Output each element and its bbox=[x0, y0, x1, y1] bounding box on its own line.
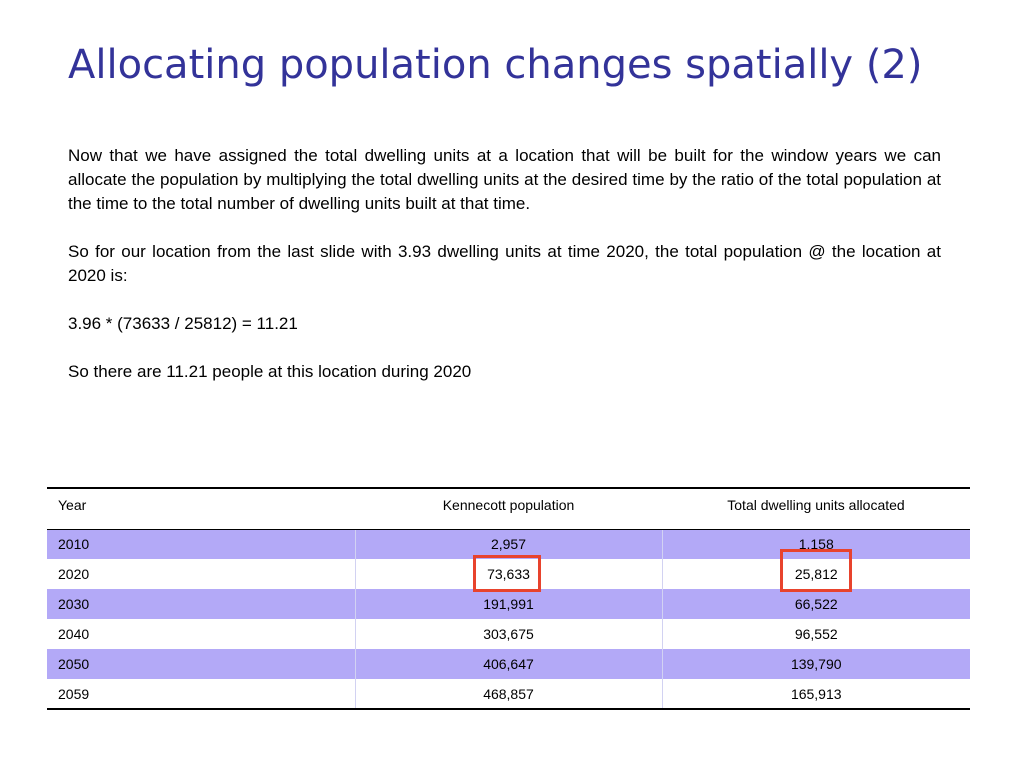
table-row: 2010 2,957 1,158 bbox=[47, 529, 970, 559]
year-cell: 2010 bbox=[47, 529, 356, 559]
table-row: 2050 406,647 139,790 bbox=[47, 649, 970, 679]
dwelling-units-cell: 165,913 bbox=[662, 679, 970, 710]
population-table: Year Kennecott population Total dwelling… bbox=[47, 487, 970, 710]
table-row: 2059 468,857 165,913 bbox=[47, 679, 970, 710]
formula: 3.96 * (73633 / 25812) = 11.21 bbox=[68, 314, 298, 333]
dwelling-units-cell: 25,812 bbox=[794, 566, 838, 582]
year-cell: 2030 bbox=[47, 589, 356, 619]
column-header-year: Year bbox=[47, 487, 355, 530]
year-cell: 2050 bbox=[47, 649, 356, 679]
population-cell: 73,633 bbox=[355, 559, 663, 589]
table-header-row: Year Kennecott population Total dwelling… bbox=[47, 487, 970, 530]
dwelling-units-cell: 139,790 bbox=[662, 649, 970, 679]
column-header-population: Kennecott population bbox=[355, 487, 662, 530]
population-cell: 2,957 bbox=[355, 529, 663, 559]
table-row: 2040 303,675 96,552 bbox=[47, 619, 970, 649]
paragraph-method: Now that we have assigned the total dwel… bbox=[68, 146, 941, 213]
column-header-dwelling-units: Total dwelling units allocated bbox=[662, 487, 970, 530]
population-cell: 406,647 bbox=[355, 649, 663, 679]
population-cell: 468,857 bbox=[355, 679, 663, 710]
population-cell: 191,991 bbox=[355, 589, 663, 619]
dwelling-units-cell: 66,522 bbox=[662, 589, 970, 619]
dwelling-units-cell: 96,552 bbox=[794, 626, 838, 642]
table-row: 2020 73,633 25,812 bbox=[47, 559, 970, 589]
population-cell: 303,675 bbox=[355, 619, 663, 649]
body-text: Now that we have assigned the total dwel… bbox=[68, 144, 941, 384]
paragraph-conclusion: So there are 11.21 people at this locati… bbox=[68, 362, 472, 381]
dwelling-units-cell: 1,158 bbox=[662, 529, 970, 559]
year-cell: 2040 bbox=[47, 619, 356, 649]
year-cell: 2020 bbox=[47, 559, 356, 589]
table-row: 2030 191,991 66,522 bbox=[47, 589, 970, 619]
year-cell: 2059 bbox=[47, 679, 356, 710]
paragraph-example: So for our location from the last slide … bbox=[68, 242, 941, 285]
slide-title: Allocating population changes spatially … bbox=[68, 42, 923, 88]
